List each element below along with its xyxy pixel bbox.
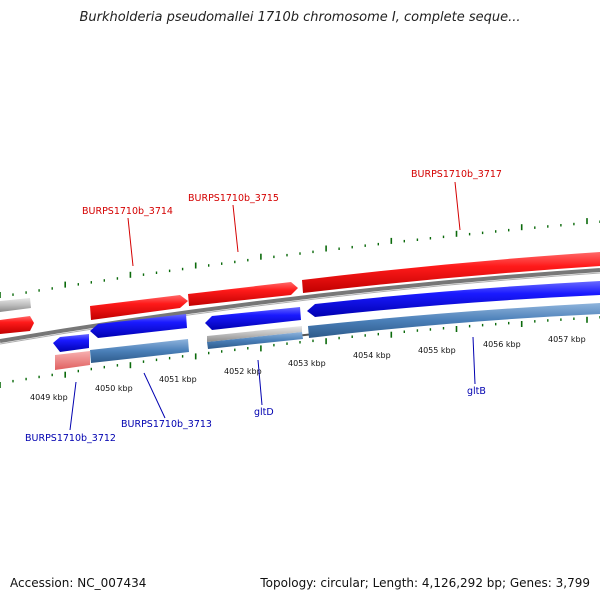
- gene-label-leader: [454, 181, 461, 231]
- accession-text: Accession: NC_007434: [10, 576, 147, 590]
- gene-label-reverse[interactable]: BURPS1710b_3713: [121, 419, 212, 430]
- scale-tick-label: 4057 kbp: [548, 335, 586, 344]
- gene-label-reverse[interactable]: gltB: [467, 386, 486, 397]
- gene-arrow-forward[interactable]: [0, 316, 34, 334]
- gene-label-leader: [69, 381, 77, 431]
- gene-label-leader: [232, 204, 239, 253]
- gene-arrow-forward[interactable]: [90, 295, 188, 320]
- scale-tick-label: 4055 kbp: [418, 346, 456, 355]
- gene-arrow-reverse[interactable]: [53, 334, 89, 352]
- gene-label-forward[interactable]: BURPS1710b_3714: [82, 206, 173, 217]
- gene-label-forward[interactable]: BURPS1710b_3717: [411, 169, 502, 180]
- scale-tick-label: 4049 kbp: [30, 393, 68, 402]
- scale-tick-label: 4050 kbp: [95, 384, 133, 393]
- gene-label-leader: [257, 359, 263, 406]
- scale-tick-label: 4056 kbp: [483, 340, 521, 349]
- scale-tick-label: 4052 kbp: [224, 367, 262, 376]
- gene-arrow-reverse[interactable]: [205, 307, 301, 330]
- gene-label-leader: [143, 372, 166, 419]
- gene-label-forward[interactable]: BURPS1710b_3715: [188, 193, 279, 204]
- reverse-gene-labels: BURPS1710b_3712 BURPS1710b_3713 gltD glt…: [25, 336, 486, 444]
- scale-labels: 4049 kbp 4050 kbp 4051 kbp 4052 kbp 4053…: [30, 335, 586, 402]
- gene-label-reverse[interactable]: BURPS1710b_3712: [25, 433, 116, 444]
- upper-tick-row: [0, 218, 600, 298]
- backbone-line-outer: [0, 268, 600, 343]
- scale-tick-label: 4053 kbp: [288, 359, 326, 368]
- gene-label-leader: [472, 336, 476, 385]
- lower-tick-row: [0, 316, 600, 388]
- cds-bar[interactable]: [207, 332, 303, 349]
- gene-arrow-reverse[interactable]: [307, 281, 600, 317]
- cds-bar-faded[interactable]: [55, 351, 90, 370]
- pseudogene-fragment[interactable]: [0, 298, 31, 312]
- gene-label-leader: [127, 217, 134, 267]
- gene-label-reverse[interactable]: gltD: [254, 407, 274, 418]
- backbone-line-highlight: [0, 272, 600, 345]
- cds-track: [55, 303, 600, 370]
- genome-summary-text: Topology: circular; Length: 4,126,292 bp…: [260, 576, 590, 590]
- forward-gene-labels: BURPS1710b_3714 BURPS1710b_3715 BURPS171…: [82, 169, 502, 267]
- scale-tick-label: 4054 kbp: [353, 351, 391, 360]
- map-title: Burkholderia pseudomallei 1710b chromoso…: [79, 10, 521, 25]
- gene-arrow-reverse[interactable]: [90, 314, 187, 338]
- cds-bar[interactable]: [308, 303, 600, 338]
- cds-bar-gray[interactable]: [207, 326, 302, 342]
- gene-arrow-forward[interactable]: [188, 282, 298, 306]
- reverse-strand-track: [53, 281, 600, 352]
- scale-tick-label: 4051 kbp: [159, 375, 197, 384]
- gene-arrow-forward[interactable]: [302, 252, 600, 293]
- forward-strand-track: [0, 252, 600, 334]
- cds-bar[interactable]: [90, 339, 189, 363]
